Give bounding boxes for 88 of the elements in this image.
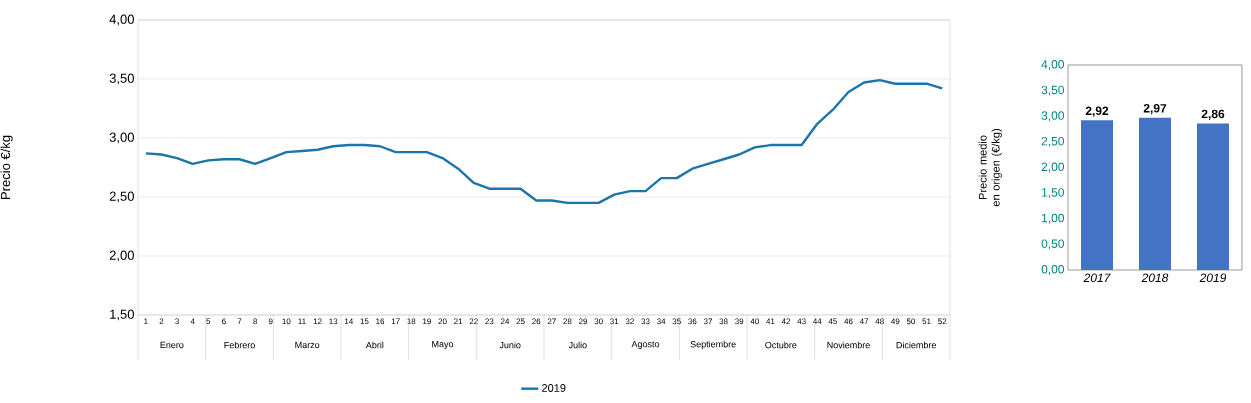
y-tick-label: 3,00 bbox=[1041, 111, 1064, 122]
y-tick-label: 0,50 bbox=[1041, 239, 1064, 250]
y-axis-title: Precio €/kg bbox=[0, 135, 13, 199]
x-tick-label: 2019 bbox=[1199, 273, 1227, 283]
x-tick-label: 2017 bbox=[1083, 273, 1111, 283]
x-tick-label: 40 bbox=[750, 318, 759, 325]
x-tick-label: 26 bbox=[532, 318, 541, 325]
x-tick-label: 52 bbox=[938, 318, 947, 325]
y-axis-title: Precio medio en origen (€/kg) bbox=[978, 129, 1002, 207]
x-tick-label: 45 bbox=[828, 318, 837, 325]
text: Mayo bbox=[432, 340, 454, 350]
x-tick-label: 34 bbox=[656, 318, 666, 325]
x-tick-label: 51 bbox=[922, 318, 931, 325]
x-tick-label: 14 bbox=[344, 318, 354, 325]
x-tick-label: 1 bbox=[144, 318, 148, 325]
x-tick-label: 11 bbox=[298, 318, 306, 325]
x-tick-label: 32 bbox=[625, 318, 634, 325]
text: Agosto bbox=[631, 340, 660, 350]
x-tick-label: 46 bbox=[844, 318, 853, 325]
text: Enero bbox=[160, 341, 184, 349]
x-tick-label: 28 bbox=[563, 318, 572, 325]
y-tick-label: 3,00 bbox=[109, 132, 134, 144]
data-label: 2,92 bbox=[1085, 106, 1109, 117]
x-tick-label: 6 bbox=[222, 318, 226, 325]
x-tick-label: 33 bbox=[641, 318, 650, 325]
x-tick-label: 8 bbox=[253, 318, 257, 325]
text: Diciembre bbox=[896, 341, 937, 349]
x-tick-label: 49 bbox=[891, 318, 900, 325]
x-tick-label: 10 bbox=[282, 318, 291, 325]
x-tick-label: 22 bbox=[469, 318, 478, 325]
y-tick-label: 2,00 bbox=[109, 250, 134, 262]
x-tick-label: 31 bbox=[610, 318, 619, 325]
x-tick-label: 21 bbox=[454, 318, 463, 325]
x-tick-label: 5 bbox=[206, 318, 211, 325]
text: Octubre bbox=[765, 341, 797, 349]
x-tick-label: 16 bbox=[376, 318, 385, 325]
x-tick-label: 3 bbox=[175, 318, 179, 325]
y-tick-label: 2,50 bbox=[109, 191, 134, 203]
x-tick-label: 17 bbox=[391, 318, 400, 325]
x-tick-label: 23 bbox=[485, 318, 494, 325]
x-tick-label: 29 bbox=[579, 318, 588, 325]
data-label: 2,97 bbox=[1143, 104, 1167, 115]
x-tick-label: 13 bbox=[329, 318, 338, 325]
y-tick-label: 0,00 bbox=[1041, 265, 1064, 275]
x-tick-label: 18 bbox=[407, 318, 416, 325]
text: Marzo bbox=[295, 341, 320, 349]
x-tick-label: 38 bbox=[719, 318, 728, 325]
x-tick-label: 24 bbox=[500, 318, 510, 325]
y-tick-label: 2,50 bbox=[1041, 136, 1064, 147]
x-tick-label: 36 bbox=[688, 318, 697, 325]
x-tick-label: 42 bbox=[781, 318, 791, 325]
x-tick-label: 19 bbox=[423, 318, 431, 325]
text: Junio bbox=[499, 341, 521, 349]
x-tick-label: 2 bbox=[159, 318, 164, 325]
x-tick-label: 9 bbox=[268, 318, 273, 325]
text: Julio bbox=[568, 341, 587, 349]
y-tick-label: 1,50 bbox=[110, 309, 134, 321]
x-tick-label: 50 bbox=[906, 318, 916, 325]
y-tick-label: 1,50 bbox=[1042, 188, 1064, 199]
x-tick-label: 15 bbox=[360, 318, 369, 325]
x-tick-label: 47 bbox=[859, 318, 869, 325]
y-tick-label: 4,00 bbox=[1041, 60, 1064, 70]
x-tick-label: 37 bbox=[703, 318, 712, 325]
text: Noviembre bbox=[827, 341, 870, 349]
x-tick-label: 30 bbox=[594, 318, 603, 325]
x-tick-label: 4 bbox=[190, 318, 195, 325]
y-tick-label: 1,00 bbox=[1042, 213, 1064, 224]
y-tick-label: 3,50 bbox=[109, 73, 134, 85]
legend-label: 2019 bbox=[542, 384, 566, 392]
x-tick-label: 41 bbox=[766, 318, 775, 325]
x-tick-label: 27 bbox=[547, 318, 556, 325]
x-tick-label: 43 bbox=[797, 318, 806, 325]
x-tick-label: 7 bbox=[237, 318, 242, 325]
x-tick-label: 48 bbox=[875, 318, 884, 325]
data-label: 2,86 bbox=[1201, 109, 1225, 120]
y-tick-label: 2,00 bbox=[1041, 162, 1064, 173]
x-tick-label: 12 bbox=[313, 318, 322, 325]
text: Abril bbox=[365, 341, 384, 349]
text: Septiembre bbox=[690, 340, 736, 350]
x-tick-label: 44 bbox=[813, 318, 822, 325]
y-tick-label: 4,00 bbox=[109, 14, 134, 26]
y-tick-label: 3,50 bbox=[1041, 85, 1064, 96]
x-tick-label: 20 bbox=[438, 318, 447, 325]
x-tick-label: 25 bbox=[516, 318, 525, 325]
x-tick-label: 35 bbox=[672, 318, 681, 325]
text: Febrero bbox=[224, 341, 255, 349]
x-tick-label: 39 bbox=[735, 318, 744, 325]
x-tick-label: 2018 bbox=[1141, 273, 1169, 283]
